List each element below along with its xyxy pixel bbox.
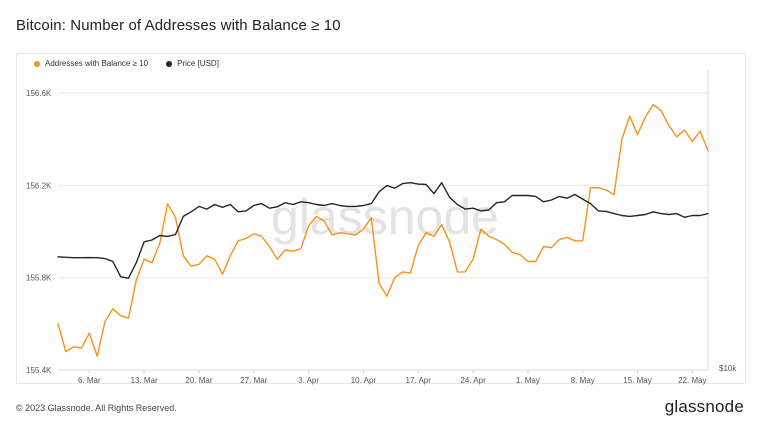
legend-dot-price: [166, 60, 173, 67]
chart-title: Bitcoin: Number of Addresses with Balanc…: [16, 17, 341, 34]
x-tick-label: 8. May: [571, 376, 595, 385]
y-tick-label: 156.6K: [26, 89, 52, 98]
x-tick-label: 6. Mar: [78, 376, 101, 385]
series-line-addresses[interactable]: [57, 103, 709, 357]
y-tick-label: 155.8K: [26, 274, 52, 283]
series-line-price[interactable]: [57, 181, 709, 279]
legend-dot-addresses: [34, 60, 40, 67]
x-tick-label: 22. May: [678, 376, 706, 385]
watermark: glassnode: [271, 189, 499, 245]
y-tick-label: 156.2K: [26, 181, 52, 190]
y-right-tick-label: $10k: [719, 364, 737, 373]
x-tick-label: 10. Apr: [351, 376, 377, 385]
copyright-footer: © 2023 Glassnode. All Rights Reserved.: [16, 403, 177, 413]
glassnode-logo: glassnode: [664, 397, 744, 416]
x-tick-label: 20. Mar: [185, 376, 212, 385]
legend-label-addresses: Addresses with Balance ≥ 10: [45, 59, 149, 68]
chart-panel: [16, 53, 746, 384]
legend-label-price: Price [USD]: [177, 59, 219, 68]
x-tick-label: 17. Apr: [406, 376, 432, 385]
x-tick-label: 27. Mar: [240, 376, 267, 385]
y-tick-label: 155.4K: [26, 366, 52, 375]
x-tick-label: 13. Mar: [131, 376, 158, 385]
x-tick-label: 15. May: [623, 376, 651, 385]
x-tick-label: 3. Apr: [298, 376, 319, 385]
legend-item-price[interactable]: Price [USD]: [166, 59, 219, 68]
x-tick-label: 24. Apr: [460, 376, 486, 385]
x-tick-label: 1. May: [516, 376, 540, 385]
legend-item-addresses[interactable]: Addresses with Balance ≥ 10: [34, 59, 148, 68]
chart-legend: Addresses with Balance ≥ 10 Price [USD]: [34, 59, 219, 68]
